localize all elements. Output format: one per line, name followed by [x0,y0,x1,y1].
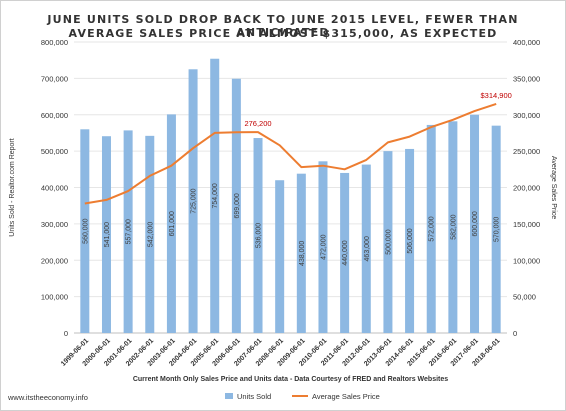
bar-data-label: 754,000 [212,183,219,208]
y2-tick-label: 300,000 [513,111,540,120]
bar-data-label: 463,000 [364,236,371,261]
price-annotation: 276,200 [244,119,271,128]
bar [448,121,458,333]
y2-tick-label: 50,000 [513,293,536,302]
y-tick-label: 700,000 [41,74,68,83]
y-tick-label: 300,000 [41,220,68,229]
bar [361,164,371,333]
bar-data-label: 600,000 [472,211,479,236]
legend-label-units-sold: Units Sold [237,392,271,401]
y-tick-label: 600,000 [41,111,68,120]
chart-subtitle: AVERAGE SALES PRICE AT ALMOST $315,000, … [68,27,498,40]
y2-tick-label: 150,000 [513,220,540,229]
bar-data-label: 699,000 [234,193,241,218]
bar-data-label: 560,000 [82,218,89,243]
bar [275,180,285,333]
bar-data-label: 572,000 [429,216,436,241]
bar [470,114,480,333]
y2-tick-label: 0 [513,329,517,338]
bar [210,58,220,334]
y2-tick-label: 200,000 [513,184,540,193]
bar [340,172,350,333]
y2-tick-label: 400,000 [513,38,540,47]
y2-tick-label: 350,000 [513,74,540,83]
y-tick-label: 400,000 [41,184,68,193]
bar [188,69,198,333]
bar [253,138,263,333]
bar-data-label: 438,000 [299,241,306,266]
bar [405,148,415,333]
bar [166,114,176,333]
bar [80,129,90,333]
bar-data-label: 557,000 [126,219,133,244]
bar-data-label: 601,000 [169,211,176,236]
bar [383,151,393,333]
price-annotation: $314,900 [481,91,512,100]
bar [123,130,133,333]
y2-tick-label: 100,000 [513,256,540,265]
y-tick-label: 800,000 [41,38,68,47]
legend-label-average-sales-price: Average Sales Price [312,392,380,401]
bar [296,173,306,333]
y-tick-label: 100,000 [41,293,68,302]
bar [426,124,436,333]
series-line-average-sales-price [84,102,497,205]
y2-tick-label: 250,000 [513,147,540,156]
bar-data-label: 541,000 [104,222,111,247]
y-axis-title: Units Sold - Realtor.com Report [9,138,16,236]
y-tick-label: 200,000 [41,256,68,265]
bar-data-label: 725,000 [191,188,198,213]
bar-data-label: 506,000 [407,228,414,253]
bar [231,78,241,334]
bar-data-label: 582,000 [450,214,457,239]
bar-data-label: 570,000 [494,217,501,242]
bar-data-label: 440,000 [342,240,349,265]
bar-data-label: 472,000 [320,234,327,259]
bar-data-label: 500,000 [385,229,392,254]
legend-swatch-units-sold [225,393,233,399]
x-axis-title: Current Month Only Sales Price and Units… [133,376,448,383]
bar [318,161,328,333]
bar [101,136,111,333]
bar-data-label: 536,000 [256,223,263,248]
bar [491,125,501,333]
chart-title: JUNE UNITS SOLD DROP BACK TO JUNE 2015 L… [47,13,519,39]
bar-data-label: 542,000 [147,222,154,247]
y-tick-label: 500,000 [41,147,68,156]
y2-axis-title: Average Sales Price [550,156,557,219]
website-url: www.itstheeconomy.info [8,393,88,402]
y-tick-label: 0 [64,329,68,338]
bar [145,135,155,333]
